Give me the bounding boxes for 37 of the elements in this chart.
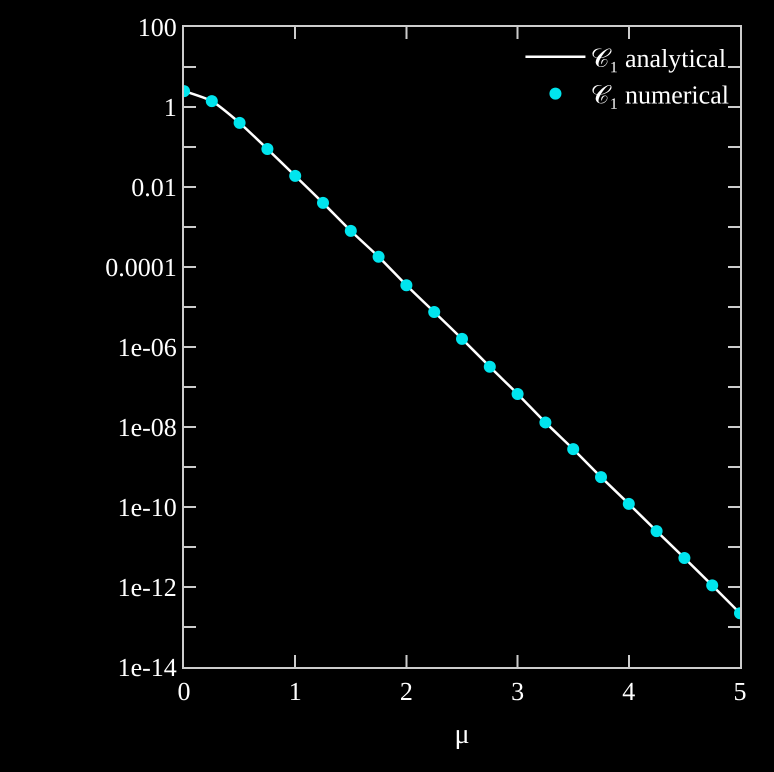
x-tick-label: 1: [288, 677, 302, 706]
point: [622, 498, 635, 510]
y-tick-label: 1e-14: [118, 653, 177, 682]
point: [317, 196, 329, 209]
y-tick-label: 1e-10: [118, 493, 177, 522]
point: [706, 579, 718, 592]
legend-label: 𝒞₁ numerical: [590, 80, 729, 110]
y-tick-label: 1: [164, 93, 177, 122]
y-tick-label: 0.01: [131, 173, 177, 202]
point: [344, 224, 357, 237]
x-tick-label: 0: [178, 677, 190, 706]
point: [372, 250, 385, 263]
x-tick-label: 5: [734, 677, 746, 706]
x-tick-label: 4: [622, 677, 636, 706]
y-tick-label: 1e-12: [118, 573, 177, 602]
x-axis-title: μ: [454, 718, 470, 750]
y-tick-label: 1e-06: [118, 333, 177, 362]
point: [289, 170, 302, 182]
point: [678, 552, 690, 564]
y-tick-label: 100: [138, 13, 177, 42]
point: [567, 443, 580, 456]
point: [261, 143, 274, 156]
x-tick-label: 2: [400, 677, 413, 706]
point: [400, 279, 412, 292]
point: [484, 360, 496, 373]
y-tick-label: 0.0001: [105, 253, 177, 282]
x-tick-label: 3: [511, 677, 524, 706]
point: [428, 306, 440, 318]
point: [456, 332, 468, 345]
legend-label: 𝒞₁ analytical: [590, 44, 726, 73]
point: [595, 471, 607, 484]
point: [234, 116, 246, 129]
point: [539, 416, 552, 428]
point: [650, 525, 663, 538]
y-tick-label: 1e-08: [118, 413, 177, 442]
point: [512, 388, 524, 400]
point: [206, 95, 218, 108]
